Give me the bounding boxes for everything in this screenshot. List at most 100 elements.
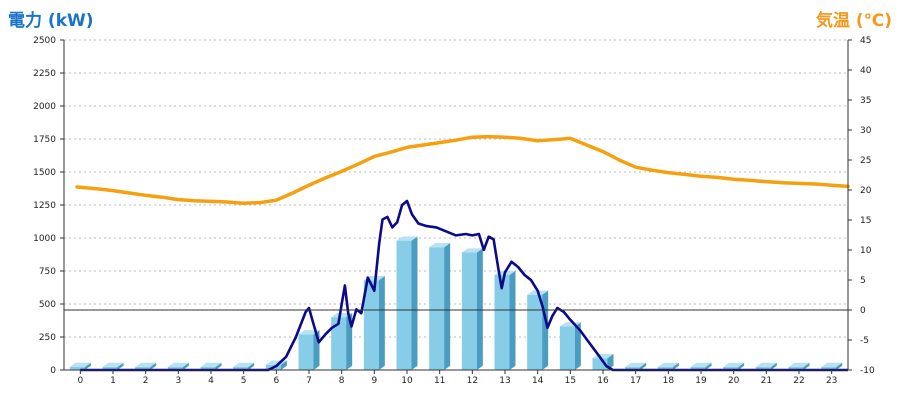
x-tick-label: 16	[597, 376, 609, 386]
x-tick-label: 8	[339, 376, 345, 386]
left-tick-label: 2000	[33, 102, 56, 112]
bar	[69, 367, 85, 370]
bar-top	[461, 248, 483, 253]
x-tick-label: 2	[143, 376, 149, 386]
x-tick-label: 12	[467, 376, 478, 386]
bar-top	[396, 236, 418, 241]
left-tick-label: 250	[39, 333, 56, 343]
bar-top	[788, 362, 810, 367]
bar-top	[233, 362, 255, 367]
left-tick-label: 500	[39, 300, 56, 310]
x-tick-label: 23	[826, 376, 837, 386]
bar-side	[803, 362, 810, 370]
bar-side	[542, 290, 549, 370]
bar-top	[167, 362, 189, 367]
bar	[788, 367, 804, 370]
left-tick-label: 0	[50, 366, 56, 376]
bar	[527, 294, 543, 370]
right-tick-label: 40	[860, 66, 872, 76]
bar-top	[690, 362, 712, 367]
left-tick-label: 1750	[33, 135, 56, 145]
bar-side	[836, 362, 843, 370]
x-tick-label: 18	[663, 376, 675, 386]
bar-side	[378, 276, 385, 370]
bar	[657, 367, 673, 370]
bar-top	[657, 362, 679, 367]
x-tick-label: 3	[175, 376, 181, 386]
left-tick-label: 1000	[33, 234, 56, 244]
right-tick-label: 0	[860, 306, 866, 316]
bar	[135, 367, 151, 370]
x-tick-label: 20	[728, 376, 740, 386]
right-tick-label: 10	[860, 246, 872, 256]
power-line	[80, 199, 848, 372]
bar-top	[625, 362, 647, 367]
x-tick-label: 10	[401, 376, 413, 386]
bar-side	[738, 362, 745, 370]
grid-lines	[64, 39, 848, 338]
axes	[60, 39, 852, 374]
x-tick-label: 14	[532, 376, 544, 386]
temperature-line	[75, 134, 850, 205]
x-tick-label: 7	[306, 376, 312, 386]
bar	[821, 367, 837, 370]
x-tick-label: 19	[695, 376, 707, 386]
right-tick-label: -5	[860, 336, 869, 346]
bar-top	[200, 362, 222, 367]
right-tick-label: 5	[860, 276, 866, 286]
x-tick-label: 11	[434, 376, 445, 386]
right-tick-label: 20	[860, 186, 872, 196]
x-tick-label: 13	[499, 376, 510, 386]
bar-side	[215, 362, 222, 370]
bar-side	[150, 362, 157, 370]
bar	[461, 252, 477, 370]
right-axis-title: 気温 (℃)	[815, 11, 892, 31]
left-tick-label: 2500	[33, 36, 56, 46]
x-tick-label: 1	[110, 376, 116, 386]
bar	[233, 367, 249, 370]
bar-top	[69, 362, 91, 367]
bar	[396, 240, 412, 370]
x-tick-label: 9	[371, 376, 377, 386]
right-tick-label: 15	[860, 216, 871, 226]
x-tick-label: 17	[630, 376, 641, 386]
left-tick-label: 750	[39, 267, 56, 277]
bar	[363, 280, 379, 370]
bar	[625, 367, 641, 370]
bar	[167, 367, 183, 370]
bar-side	[770, 362, 777, 370]
right-tick-label: 45	[860, 36, 871, 46]
x-tick-label: 0	[77, 376, 83, 386]
right-tick-label: 30	[860, 126, 872, 136]
bar-top	[821, 362, 843, 367]
left-tick-label: 2250	[33, 69, 56, 79]
bar-top	[429, 243, 451, 248]
tick-labels: 02505007501000125015001750200022502500-1…	[33, 36, 875, 386]
bar-side	[640, 362, 647, 370]
bar	[102, 367, 118, 370]
left-tick-label: 1250	[33, 201, 56, 211]
right-tick-label: -10	[860, 366, 875, 376]
bar-top	[102, 362, 124, 367]
bar-side	[248, 362, 255, 370]
bar-side	[117, 362, 124, 370]
x-tick-label: 15	[565, 376, 576, 386]
bar	[494, 274, 510, 370]
bar-side	[705, 362, 712, 370]
left-tick-label: 1500	[33, 168, 56, 178]
bar	[755, 367, 771, 370]
bar-side	[84, 362, 91, 370]
bar	[559, 326, 575, 370]
x-tick-label: 4	[208, 376, 214, 386]
bar	[429, 247, 445, 370]
bar-side	[672, 362, 679, 370]
bar-side	[607, 353, 614, 370]
bar	[200, 367, 216, 370]
bar	[690, 367, 706, 370]
bar	[298, 334, 314, 370]
bar-top	[331, 313, 353, 318]
bar-side	[509, 270, 516, 370]
right-tick-label: 35	[860, 96, 871, 106]
